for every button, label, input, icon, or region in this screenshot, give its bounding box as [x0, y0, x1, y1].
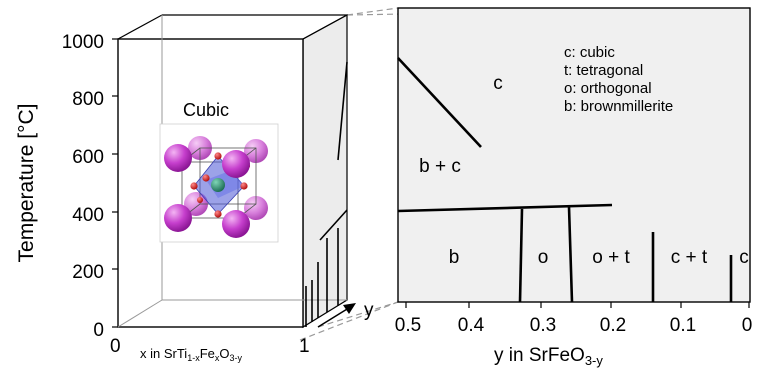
y-tick-label: 600	[72, 147, 104, 168]
x-tick-end: 1	[299, 336, 310, 357]
y-tick-label: 1000	[62, 32, 104, 53]
region-label-c-plus-t: c + t	[671, 247, 708, 268]
boundary-c-bc	[397, 57, 482, 148]
right-x-axis-label: y in SrFeO3-y	[494, 345, 603, 368]
region-label-o-plus-t: o + t	[592, 247, 630, 268]
phase-legend: c: cubic t: tetragonal o: orthogonal b: …	[564, 44, 673, 115]
y-tick-label: 0	[93, 320, 104, 341]
phase-region-labels: c b + c b o o + t c + t c	[419, 73, 749, 268]
region-label-brownmillerite: b	[449, 247, 460, 268]
x-tick-label: 0.5	[395, 315, 421, 336]
legend-entry: o: orthogonal	[564, 80, 652, 97]
depth-axis-arrow	[317, 303, 356, 328]
structure-label: Cubic	[183, 100, 229, 120]
boundary-b-o	[518, 208, 524, 303]
y-tick-label: 200	[72, 262, 104, 283]
y-tick-label: 400	[72, 205, 104, 226]
box-side-face	[302, 13, 348, 329]
boundary-b-upper	[397, 203, 613, 213]
y-tick-labels: 0 200 400 600 800 1000	[62, 32, 104, 341]
legend-entry: t: tetragonal	[564, 62, 643, 79]
region-label-b-plus-c: b + c	[419, 156, 461, 177]
side-face-boundaries	[305, 61, 348, 327]
x-tick-label: 0.3	[530, 315, 556, 336]
y-tick-marks	[112, 38, 118, 328]
phase-boundary-lines	[397, 57, 733, 303]
phase-diagram-background	[397, 7, 751, 303]
x-tick-label: 0.4	[458, 315, 485, 336]
right-x-tick-labels: 0.5 0.4 0.3 0.2 0.1 0	[395, 315, 753, 336]
legend-entry: c: cubic	[564, 44, 615, 61]
x-tick-label: 0.1	[670, 315, 696, 336]
region-label-c-right: c	[739, 247, 749, 268]
y-tick-label: 800	[72, 89, 104, 110]
region-label-orthogonal: o	[538, 247, 549, 268]
legend-entry: b: brownmillerite	[564, 98, 673, 115]
boundary-o-ot	[567, 206, 574, 303]
x-tick-label: 0	[742, 315, 753, 336]
region-label-cubic: c	[493, 73, 503, 94]
x-axis-label: x in SrTi1-xFexO3-y	[140, 346, 243, 363]
depth-axis-label: y	[364, 300, 374, 321]
y-axis-label: Temperature [°C]	[15, 104, 38, 263]
crystal-structure-image	[159, 123, 279, 243]
x-tick-label: 0.2	[600, 315, 626, 336]
x-tick-start: 0	[110, 336, 121, 357]
right-x-tick-marks	[405, 302, 750, 308]
phase-diagram-panel: c b + c b o o + t c + t c c: cubic t: te…	[397, 7, 751, 303]
